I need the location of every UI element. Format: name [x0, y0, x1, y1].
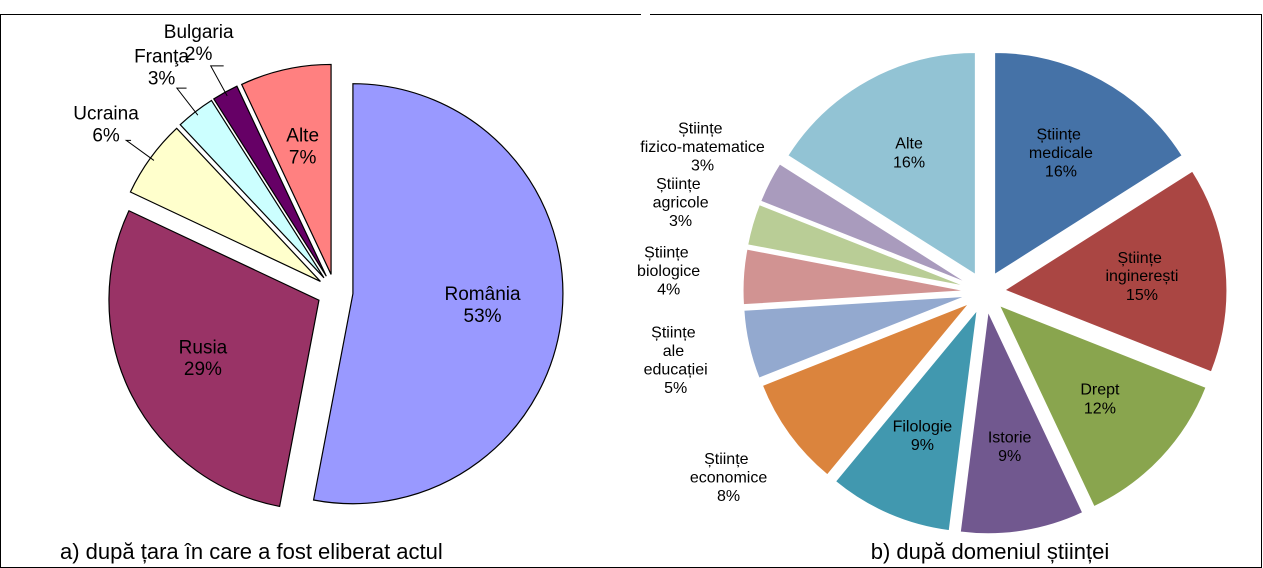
category-label: Franţa [134, 46, 189, 67]
value-label: 7% [289, 147, 317, 168]
category-label: Științe fizico-matematice [640, 121, 765, 156]
category-label: Bulgaria [164, 22, 234, 43]
value-label: 2% [185, 44, 213, 65]
pie-slice [998, 304, 1207, 508]
label-line: Științe [1036, 127, 1085, 144]
pie-slice [834, 308, 978, 532]
pie-slice [312, 83, 564, 505]
label-line: Științe [678, 121, 727, 138]
pie-slice [959, 309, 1084, 535]
pie-slice [787, 51, 976, 276]
label-line: medicale [1029, 145, 1093, 162]
pie-slice [994, 51, 1183, 276]
value-label: 3% [148, 68, 176, 89]
label-line: Filologie [893, 419, 953, 436]
value-label: 9% [911, 437, 934, 454]
value-label: 16% [893, 154, 925, 171]
label-line: Științe [651, 325, 700, 342]
label-line: fizico-matematice [640, 139, 765, 156]
chart-caption: b) după domeniul științei [871, 539, 1109, 564]
leader-line [175, 87, 199, 116]
label-line: Științe [644, 245, 693, 262]
value-label: 29% [184, 359, 222, 380]
label-line: ale [663, 343, 689, 360]
label-line: Drept [1080, 382, 1120, 399]
label-line: Științe [656, 176, 705, 193]
pie-slice [743, 295, 966, 379]
category-label: Filologie [893, 419, 953, 436]
label-line: educației [644, 362, 708, 379]
label-line: România [445, 284, 521, 305]
label-line: agricole [653, 195, 709, 212]
category-label: Istorie [988, 430, 1032, 447]
label-line: Alte [286, 125, 319, 146]
category-label: Științe biologice [637, 245, 700, 280]
pie-slice [108, 209, 320, 508]
value-label: 4% [657, 282, 680, 299]
category-label: Științe agricole [653, 176, 709, 211]
category-label: Științe ale educației [644, 325, 708, 379]
label-line: Istorie [988, 430, 1032, 447]
category-label: Drept [1080, 382, 1120, 399]
value-label: 12% [1084, 400, 1116, 417]
pie-slice [1003, 170, 1228, 373]
pie-slice [760, 163, 968, 284]
label-line: economice [690, 470, 767, 487]
category-label: Rusia [179, 337, 228, 358]
pie-slice [742, 248, 966, 306]
value-label: 8% [717, 488, 740, 505]
label-line: Rusia [179, 337, 228, 358]
label-line: Alte [895, 136, 923, 153]
value-label: 3% [669, 213, 692, 230]
value-label: 3% [691, 158, 714, 175]
leader-line [209, 65, 228, 97]
category-label: Alte [286, 125, 319, 146]
category-label: Alte [895, 136, 923, 153]
label-line: Ucraina [73, 104, 139, 125]
label-line: Științe [704, 451, 753, 468]
label-line: Științe [1117, 250, 1166, 267]
label-line: Bulgaria [164, 22, 234, 43]
value-label: 15% [1126, 287, 1158, 304]
pie-slice [761, 303, 970, 476]
category-label: România [445, 284, 521, 305]
label-line: inginerești [1105, 268, 1178, 285]
category-label: Științe medicale [1029, 127, 1093, 162]
pie-slice [240, 63, 332, 275]
pie-slice [747, 204, 966, 287]
chart-caption: a) după țara în care a fost eliberat act… [60, 539, 443, 564]
label-line: biologice [637, 263, 700, 280]
category-label: Științe economice [690, 451, 767, 486]
value-label: 53% [464, 306, 502, 327]
value-label: 6% [92, 126, 120, 147]
value-label: 16% [1045, 163, 1077, 180]
category-label: Științe inginerești [1105, 250, 1178, 285]
value-label: 5% [664, 380, 687, 397]
leader-line [124, 139, 155, 161]
label-line: Franţa [134, 46, 189, 67]
value-label: 9% [998, 448, 1021, 465]
category-label: Ucraina [73, 104, 139, 125]
